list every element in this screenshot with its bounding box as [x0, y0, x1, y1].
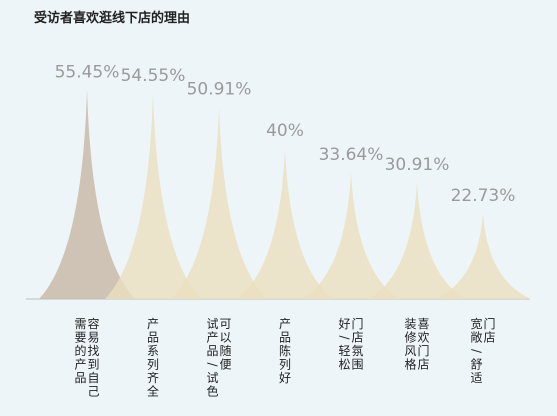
value-label-7: 22.73% — [451, 186, 516, 206]
svg-text:店: 店 — [483, 331, 495, 345]
bar-mark-6 — [369, 182, 465, 299]
svg-text:容: 容 — [87, 316, 99, 331]
value-label-4: 40% — [266, 121, 304, 141]
bar-mark-2 — [105, 92, 201, 300]
value-label-5: 33.64% — [319, 145, 384, 165]
svg-text:/: / — [470, 349, 484, 354]
svg-text:喜: 喜 — [417, 317, 429, 331]
svg-text:店: 店 — [417, 358, 429, 372]
svg-text:店: 店 — [351, 331, 363, 345]
svg-text:门: 门 — [483, 316, 495, 331]
svg-text:产: 产 — [147, 317, 159, 331]
value-label-6: 30.91% — [385, 155, 450, 175]
svg-text:舒: 舒 — [470, 358, 482, 372]
svg-text:好: 好 — [279, 371, 291, 385]
svg-text:轻: 轻 — [338, 344, 350, 358]
svg-text:品: 品 — [74, 371, 86, 385]
svg-text:好: 好 — [338, 317, 350, 331]
svg-text:围: 围 — [351, 358, 363, 372]
svg-text:己: 己 — [87, 385, 99, 399]
svg-text:试: 试 — [206, 370, 218, 385]
svg-text:产: 产 — [279, 317, 291, 331]
bar-mark-5 — [303, 171, 399, 299]
svg-text:试: 试 — [206, 316, 218, 331]
svg-text:需: 需 — [74, 317, 86, 331]
svg-text:找: 找 — [87, 344, 99, 358]
svg-text:/: / — [206, 362, 220, 367]
svg-text:品: 品 — [279, 331, 291, 345]
svg-text:以: 以 — [219, 331, 231, 345]
svg-text:系: 系 — [147, 344, 159, 358]
svg-text:装: 装 — [404, 317, 416, 331]
svg-text:修: 修 — [404, 330, 416, 345]
value-label-1: 55.45% — [55, 62, 120, 82]
svg-text:门: 门 — [351, 316, 363, 331]
svg-text:到: 到 — [87, 358, 99, 372]
svg-text:齐: 齐 — [147, 370, 159, 385]
svg-text:产: 产 — [206, 331, 218, 345]
svg-text:陈: 陈 — [279, 343, 291, 358]
svg-text:易: 易 — [87, 331, 99, 345]
svg-text:随: 随 — [219, 343, 231, 358]
svg-text:自: 自 — [87, 371, 99, 385]
svg-text:可: 可 — [219, 317, 231, 331]
bar-mark-7 — [435, 213, 531, 299]
svg-text:适: 适 — [470, 371, 482, 385]
svg-text:产: 产 — [74, 358, 86, 372]
svg-text:品: 品 — [206, 344, 218, 358]
svg-text:色: 色 — [206, 385, 218, 399]
svg-text:列: 列 — [279, 358, 291, 372]
svg-text:欢: 欢 — [417, 330, 429, 345]
category-labels: 容易找到自己需要的产品产品系列齐全可以随便试产品/试色产品陈列好门店氛围好/轻松… — [74, 316, 495, 399]
value-label-2: 54.55% — [121, 66, 186, 86]
value-label-3: 50.91% — [187, 80, 252, 100]
svg-text:品: 品 — [147, 331, 159, 345]
svg-text:风: 风 — [404, 344, 416, 358]
svg-text:全: 全 — [147, 384, 159, 399]
bar-mark-1 — [39, 89, 135, 299]
chart-title: 受访者喜欢逛线下店的理由 — [34, 10, 190, 26]
svg-text:宽: 宽 — [470, 316, 482, 331]
value-labels: 55.45% 54.55%50.91% 40% 33.64%30.91%22.73% — [55, 62, 516, 206]
svg-text:列: 列 — [147, 358, 159, 372]
svg-text:松: 松 — [338, 358, 350, 372]
chart-marks — [39, 89, 531, 300]
svg-text:/: / — [338, 335, 352, 340]
svg-text:便: 便 — [219, 358, 231, 372]
svg-text:门: 门 — [417, 343, 429, 358]
svg-text:的: 的 — [74, 343, 86, 358]
svg-text:格: 格 — [404, 357, 416, 372]
svg-text:敞: 敞 — [470, 330, 482, 345]
bar-mark-3 — [171, 106, 267, 299]
bar-mark-4 — [237, 147, 333, 299]
svg-text:氛: 氛 — [351, 344, 363, 358]
svg-text:要: 要 — [74, 331, 86, 345]
